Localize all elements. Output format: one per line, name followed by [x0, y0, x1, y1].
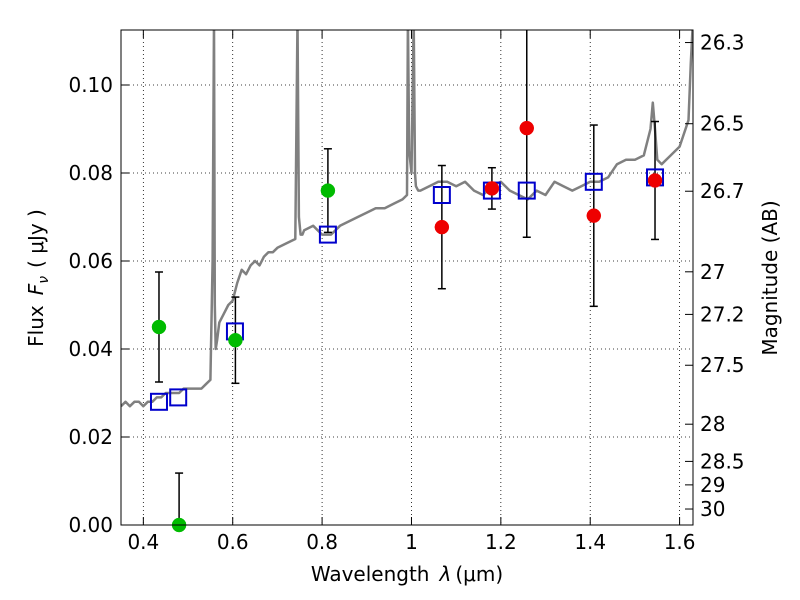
y-tick-label: 0.08	[68, 161, 113, 185]
model-photometry-square	[432, 186, 451, 204]
y-axis-label: FluxFν( μJy )	[24, 209, 52, 347]
magnitude-tick-label: 28.5	[700, 449, 745, 473]
observed-flux-point	[519, 120, 535, 136]
model-photometry-square	[149, 392, 168, 411]
y-tick-label: 0.04	[68, 337, 113, 361]
magnitude-tick-label: 28	[700, 412, 725, 436]
plot-frame	[120, 29, 694, 526]
observed-flux-point	[151, 319, 167, 335]
observed-flux-point	[434, 219, 450, 235]
x-tick-label: 1.6	[664, 530, 696, 554]
y-tick-label: 0.00	[68, 513, 113, 537]
magnitude-tick-label: 30	[700, 497, 725, 521]
marker-layer	[149, 120, 665, 533]
x-tick-label: 1	[405, 530, 418, 554]
x-tick-label: 0.8	[306, 530, 338, 554]
observed-flux-point	[320, 183, 336, 198]
magnitude-tick-label: 26.5	[700, 112, 745, 136]
x-tick-label: 1.4	[574, 530, 606, 554]
y-axis-ticks: 0.00 0.02 0.04 0.06 0.08 0.10	[68, 73, 129, 537]
x-axis-label: Wavelength λ (μm)	[311, 562, 503, 586]
x-tick-label: 0.4	[127, 530, 159, 554]
observed-flux-point	[228, 332, 243, 348]
x-tick-label: 1.2	[485, 530, 517, 554]
magnitude-tick-label: 27.2	[700, 302, 745, 326]
y-tick-label: 0.10	[68, 73, 113, 97]
observed-flux-point	[484, 181, 500, 196]
magnitude-tick-label: 27.5	[700, 353, 745, 377]
spectrum-layer	[121, 30, 693, 408]
observed-flux-point	[586, 208, 602, 223]
magnitude-axis-label: Magnitude (AB)	[758, 200, 782, 355]
y-tick-label: 0.02	[68, 425, 113, 449]
x-axis-ticks: 0.4 0.6 0.8 1 1.2 1.4 1.6	[127, 30, 696, 554]
magnitude-tick-label: 26.3	[700, 31, 745, 55]
spectrum-line	[121, 30, 693, 408]
magnitude-tick-label: 26.7	[700, 179, 745, 203]
model-photometry-square	[517, 181, 536, 200]
y-tick-label: 0.06	[68, 249, 113, 273]
observed-flux-point	[647, 173, 663, 188]
magnitude-tick-label: 27	[700, 260, 725, 284]
magnitude-tick-label: 29	[700, 473, 725, 497]
model-photometry-square	[584, 172, 603, 191]
model-photometry-square	[318, 225, 337, 244]
model-photometry-square	[169, 388, 188, 407]
x-tick-label: 0.6	[217, 530, 249, 554]
